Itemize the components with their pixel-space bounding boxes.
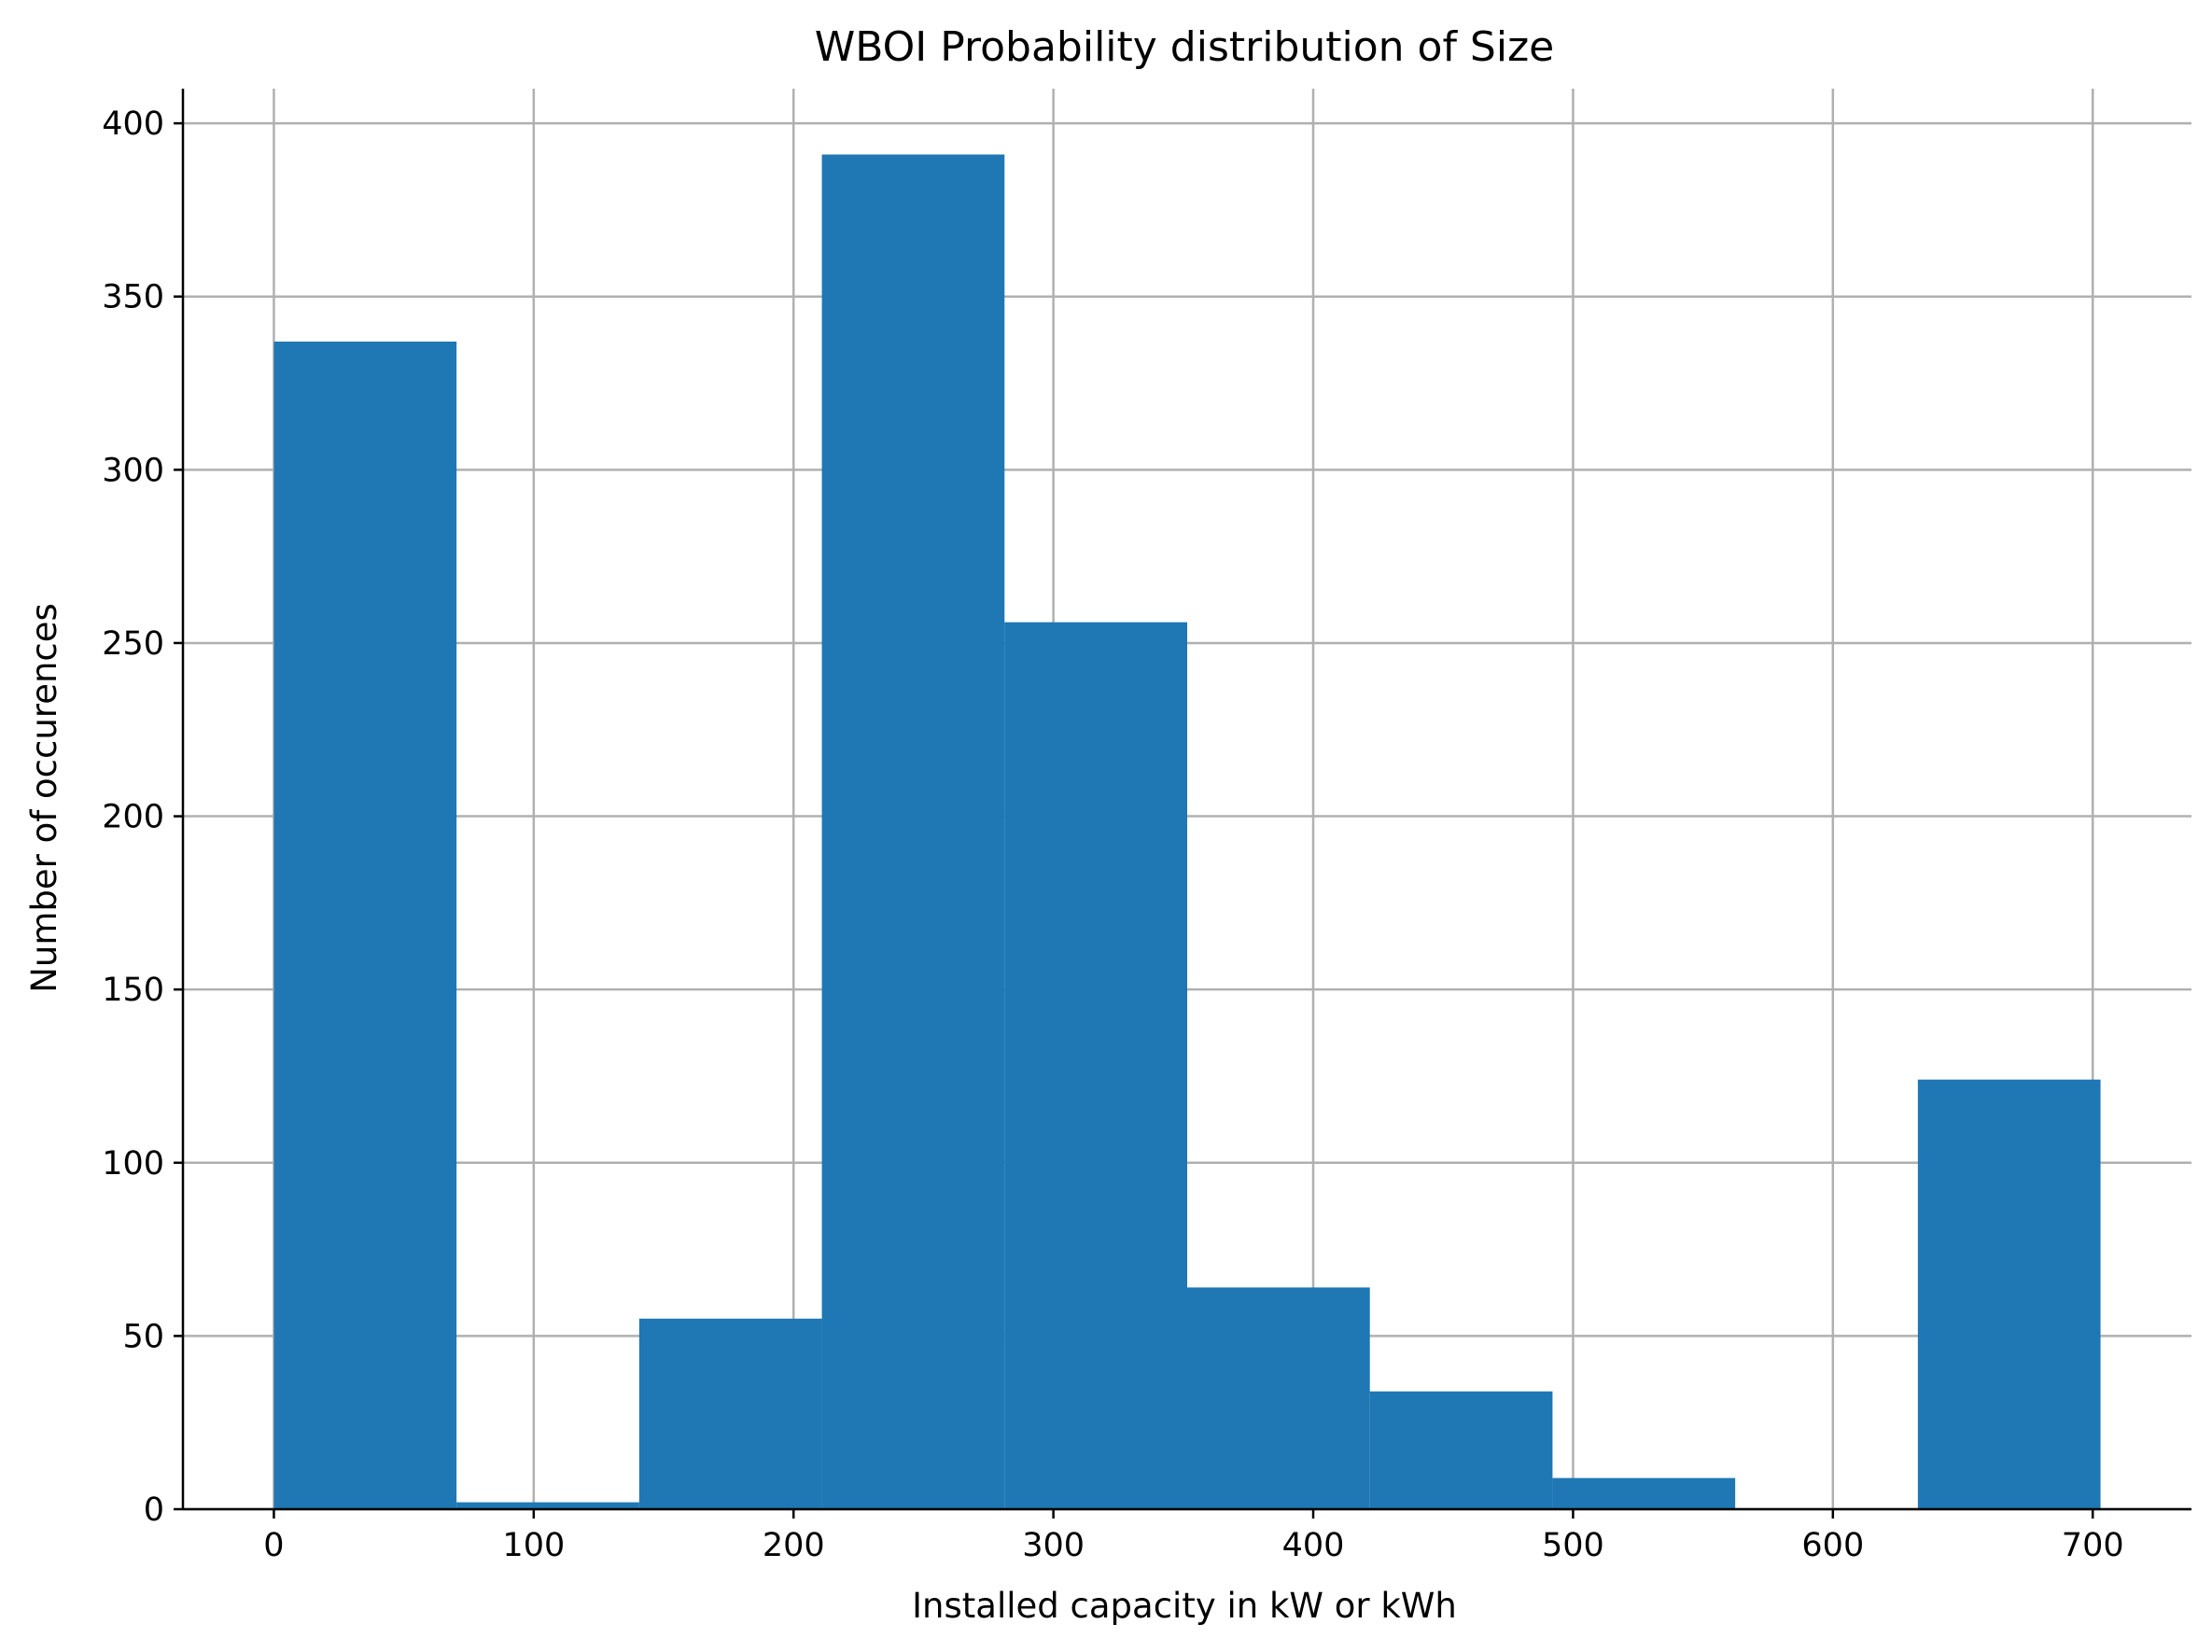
histogram-bar xyxy=(1004,622,1187,1509)
histogram-bar xyxy=(273,341,457,1509)
y-tick-label: 250 xyxy=(102,625,164,663)
y-tick-label: 400 xyxy=(102,105,164,143)
axes: 0 100 200 300 400 500 600 700 0 50 100 150 200 250 300… xyxy=(102,89,2191,1564)
y-tick-label: 350 xyxy=(102,279,164,316)
y-axis-label: Number of occurences xyxy=(24,603,64,993)
x-tick-label: 0 xyxy=(263,1527,284,1564)
x-tick-label: 400 xyxy=(1282,1527,1345,1564)
histogram-bar xyxy=(456,1502,639,1509)
y-tick-label: 50 xyxy=(122,1318,164,1355)
x-tick-label: 300 xyxy=(1022,1527,1085,1564)
x-axis-label: Installed capacity in kW or kWh xyxy=(912,1586,1457,1626)
y-tick-label: 200 xyxy=(102,799,164,836)
x-tick-label: 500 xyxy=(1542,1527,1604,1564)
histogram-bar xyxy=(821,154,1005,1509)
x-tick-label: 100 xyxy=(502,1527,565,1564)
y-tick-label: 300 xyxy=(102,452,164,489)
y-tick-label: 0 xyxy=(144,1491,164,1529)
x-tick-label: 200 xyxy=(763,1527,825,1564)
histogram-bar xyxy=(638,1318,822,1509)
y-tick-label: 100 xyxy=(102,1145,164,1183)
histogram-bars xyxy=(273,154,2101,1509)
y-tick-label: 150 xyxy=(102,972,164,1009)
histogram-bar xyxy=(1369,1391,1553,1509)
histogram-bar xyxy=(1187,1287,1370,1509)
histogram-bar xyxy=(1552,1477,1736,1509)
x-tick-label: 600 xyxy=(1801,1527,1864,1564)
chart-title: WBOI Probability distribution of Size xyxy=(815,23,1555,71)
x-tick-label: 700 xyxy=(2062,1527,2124,1564)
histogram-bar xyxy=(1917,1079,2101,1509)
